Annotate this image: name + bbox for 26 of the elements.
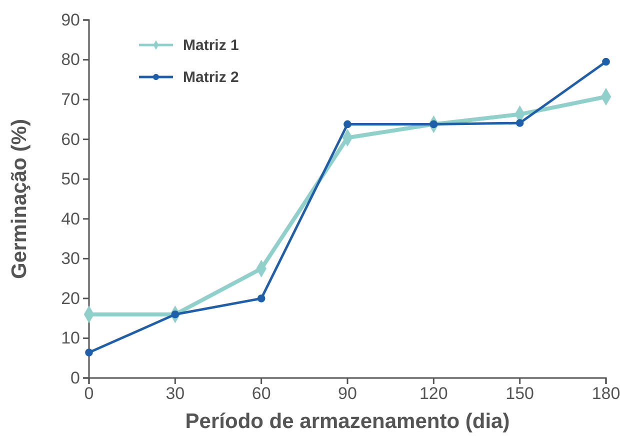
x-tick-label: 60: [252, 384, 271, 404]
x-axis-title: Período de armazenamento (dia): [185, 410, 510, 433]
y-tick-label: 90: [61, 10, 80, 30]
x-tick-label: 180: [592, 384, 620, 404]
point: [516, 119, 524, 127]
legend-label: Matriz 1: [183, 37, 239, 54]
y-tick-label: 50: [61, 170, 80, 189]
y-tick-label: 80: [61, 50, 80, 70]
legend-label: Matriz 2: [183, 69, 239, 86]
point: [257, 294, 266, 302]
y-tick-label: 60: [61, 130, 80, 149]
x-tick-label: 0: [84, 384, 94, 404]
x-tick-label: 90: [338, 384, 357, 404]
y-tick-label: 10: [61, 328, 80, 348]
y-tick-label: 40: [61, 209, 80, 228]
point: [602, 58, 610, 66]
point: [85, 348, 93, 356]
point: [344, 120, 352, 128]
y-tick-label: 70: [61, 90, 80, 109]
x-tick-label: 120: [419, 384, 448, 404]
y-tick-label: 30: [61, 249, 80, 268]
y-tick-label: 0: [70, 368, 80, 388]
x-tick-label: 30: [166, 384, 185, 404]
x-tick-label: 150: [506, 384, 534, 404]
y-axis-title: Germinação (%): [8, 119, 31, 279]
y-tick-label: 20: [61, 288, 80, 308]
